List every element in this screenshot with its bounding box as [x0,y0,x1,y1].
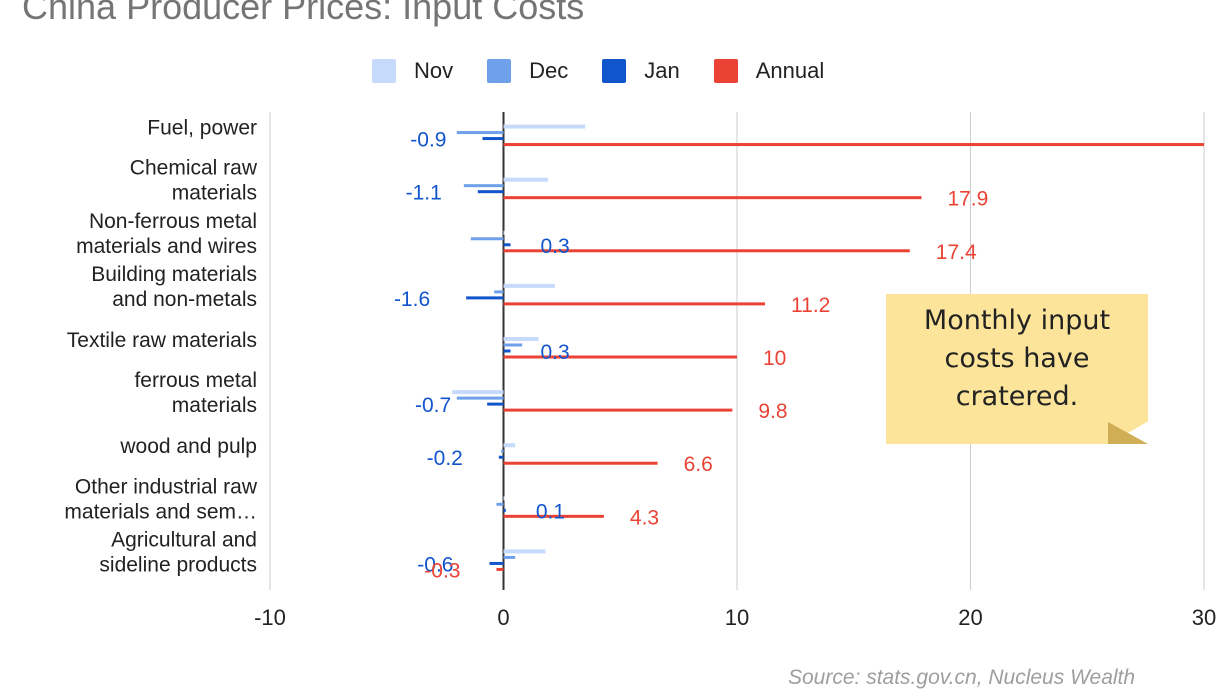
bar-jan [487,402,504,406]
x-tick-label: -10 [254,605,286,630]
bar-dec [470,237,504,241]
category-label: materials [172,394,257,417]
bar-dec [503,343,523,347]
data-label-annual: 4.3 [630,506,659,529]
data-label-jan: -0.2 [427,447,463,470]
bar-jan [482,137,504,141]
legend: Nov Dec Jan Annual [372,58,858,84]
annotation-line: Monthly input [923,305,1111,336]
bar-nov [503,230,505,235]
legend-label-nov: Nov [414,58,454,83]
legend-item-annual[interactable]: Annual [713,58,825,84]
bar-dec [501,449,504,453]
bar-nov [452,390,504,395]
category-label: Chemical raw [130,157,258,180]
legend-label-annual: Annual [755,58,825,83]
category-label: materials and sem… [64,500,257,523]
bar-nov [503,177,548,182]
data-label-jan: -0.7 [415,394,451,417]
legend-item-jan[interactable]: Jan [602,58,680,84]
data-label-annual: 10 [763,347,786,370]
data-label-jan: 0.3 [541,341,570,364]
annotation-note-fold [1108,422,1148,444]
bar-jan [503,349,511,353]
data-label-jan: 0.1 [536,500,565,523]
bar-annual [503,143,1204,147]
data-label-annual: 11.2 [791,294,830,317]
bar-jan [498,455,504,459]
bar-nov [503,337,539,341]
bar-nov [503,124,586,129]
category-label: sideline products [99,553,257,576]
data-label-annual: -0.3 [424,559,460,582]
bar-annual [503,302,766,306]
bar-dec [494,290,504,294]
data-label-jan: -1.6 [394,288,430,311]
bar-dec [503,555,516,559]
x-tick-label: 10 [725,605,749,630]
source-note: Source: stats.gov.cn, Nucleus Wealth [788,666,1136,689]
bar-annual [503,514,604,518]
data-label-annual: 6.6 [684,453,713,476]
bar-nov [503,496,505,501]
annotation-note [886,294,1148,444]
bar-annual [503,461,658,465]
data-label-annual: 9.8 [758,400,787,423]
bar-annual [503,196,922,200]
bar-annual [503,355,737,359]
legend-label-dec: Dec [529,58,569,83]
annotation-text: Monthly input costs have cratered. [886,302,1148,416]
category-label: Textile raw materials [67,329,257,352]
x-tick-label: 0 [497,605,509,630]
data-label-annual: 17.4 [936,241,977,264]
legend-swatch-annual [713,59,738,83]
annotation-line: cratered. [955,381,1079,412]
legend-swatch-dec [487,59,512,83]
bar-dec [463,184,504,188]
data-label-annual: 17.9 [947,188,988,211]
bar-nov [503,549,546,554]
x-tick-label: 20 [958,605,982,630]
annotation-line: costs have [944,343,1090,374]
category-label: Building materials [91,263,257,286]
bar-nov [503,443,516,448]
data-label-jan: -0.9 [410,129,446,152]
chart-title: China Producer Prices: Input Costs [22,0,585,27]
category-label: Agricultural and [111,528,257,551]
legend-item-nov[interactable]: Nov [372,58,453,84]
bar-dec [456,131,504,135]
bar-jan [477,190,504,194]
category-label: Fuel, power [147,117,257,140]
legend-item-dec[interactable]: Dec [487,58,568,84]
x-tick-label: 30 [1192,605,1216,630]
legend-swatch-jan [602,59,627,83]
data-label-jan: -0.6 [417,553,453,576]
bar-dec [456,396,504,400]
bar-jan [503,508,506,512]
bar-annual [503,408,733,412]
legend-swatch-nov [372,59,396,83]
category-label: ferrous metal [134,369,257,392]
legend-label-jan: Jan [644,58,680,83]
category-label: wood and pulp [119,435,257,458]
bar-dec [496,502,504,506]
category-label: Non-ferrous metal [89,210,257,233]
bar-nov [503,283,555,288]
bar-jan [466,296,504,300]
category-label: Other industrial raw [75,475,258,498]
category-label: and non-metals [112,288,257,311]
bar-jan [503,243,511,247]
bar-annual [496,567,504,571]
category-label: materials and wires [76,235,257,258]
bar-annual [503,249,910,253]
data-label-jan: 0.3 [541,235,570,258]
bar-jan [489,561,504,565]
category-label: materials [172,182,257,205]
data-label-jan: -1.1 [406,182,442,205]
